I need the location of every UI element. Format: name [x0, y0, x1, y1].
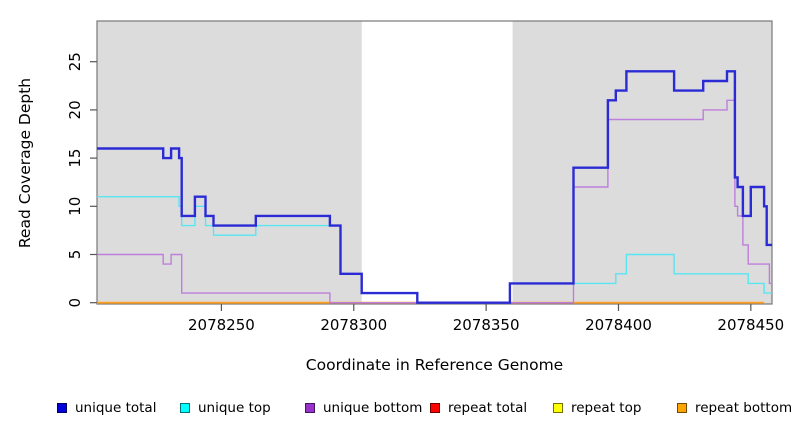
svg-text:20: 20	[66, 100, 84, 119]
x-axis-label: Coordinate in Reference Genome	[305, 356, 564, 374]
svg-text:2078400: 2078400	[585, 316, 652, 334]
legend-label: unique top	[198, 400, 271, 416]
legend-item-unique-top: unique top	[180, 400, 271, 416]
svg-text:2078250: 2078250	[188, 316, 255, 334]
axes: 2078250 2078300 2078350 2078400 2078450 0 5 10 1…	[66, 52, 784, 334]
legend-item-repeat-top: repeat top	[553, 400, 641, 416]
svg-text:2078350: 2078350	[453, 316, 520, 334]
coverage-chart: 2078250 2078300 2078350 2078400 2078450 0 5 10 1…	[66, 20, 784, 334]
svg-text:0: 0	[66, 298, 84, 308]
unique-top-swatch-icon	[180, 403, 190, 413]
series-unique-total	[97, 70, 772, 304]
legend-label: unique bottom	[323, 400, 423, 416]
series-unique-bottom	[97, 99, 772, 304]
legend-item-repeat-total: repeat total	[430, 400, 527, 416]
svg-text:5: 5	[66, 250, 84, 260]
svg-text:10: 10	[66, 197, 84, 216]
legend-label: unique total	[75, 400, 157, 416]
legend-item-unique-bottom: unique bottom	[305, 400, 422, 416]
plot-box	[96, 20, 773, 305]
shaded-regions	[97, 21, 772, 304]
repeat-top-swatch-icon	[553, 403, 563, 413]
chart-legend: unique total unique top unique bottom re…	[0, 400, 792, 420]
unique-total-swatch-icon	[57, 403, 67, 413]
unique-bottom-swatch-icon	[305, 403, 315, 413]
legend-label: repeat total	[448, 400, 528, 416]
svg-text:2078450: 2078450	[717, 316, 784, 334]
legend-item-unique-total: unique total	[57, 400, 156, 416]
svg-text:25: 25	[66, 52, 84, 71]
svg-text:15: 15	[66, 149, 84, 168]
repeat-total-swatch-icon	[430, 403, 440, 413]
repeat-bottom-swatch-icon	[677, 403, 687, 413]
legend-item-repeat-bottom: repeat bottom	[677, 400, 792, 416]
y-axis-label: Read Coverage Depth	[16, 77, 34, 249]
legend-label: repeat bottom	[695, 400, 792, 416]
legend-label: repeat top	[571, 400, 642, 416]
svg-text:2078300: 2078300	[320, 316, 387, 334]
